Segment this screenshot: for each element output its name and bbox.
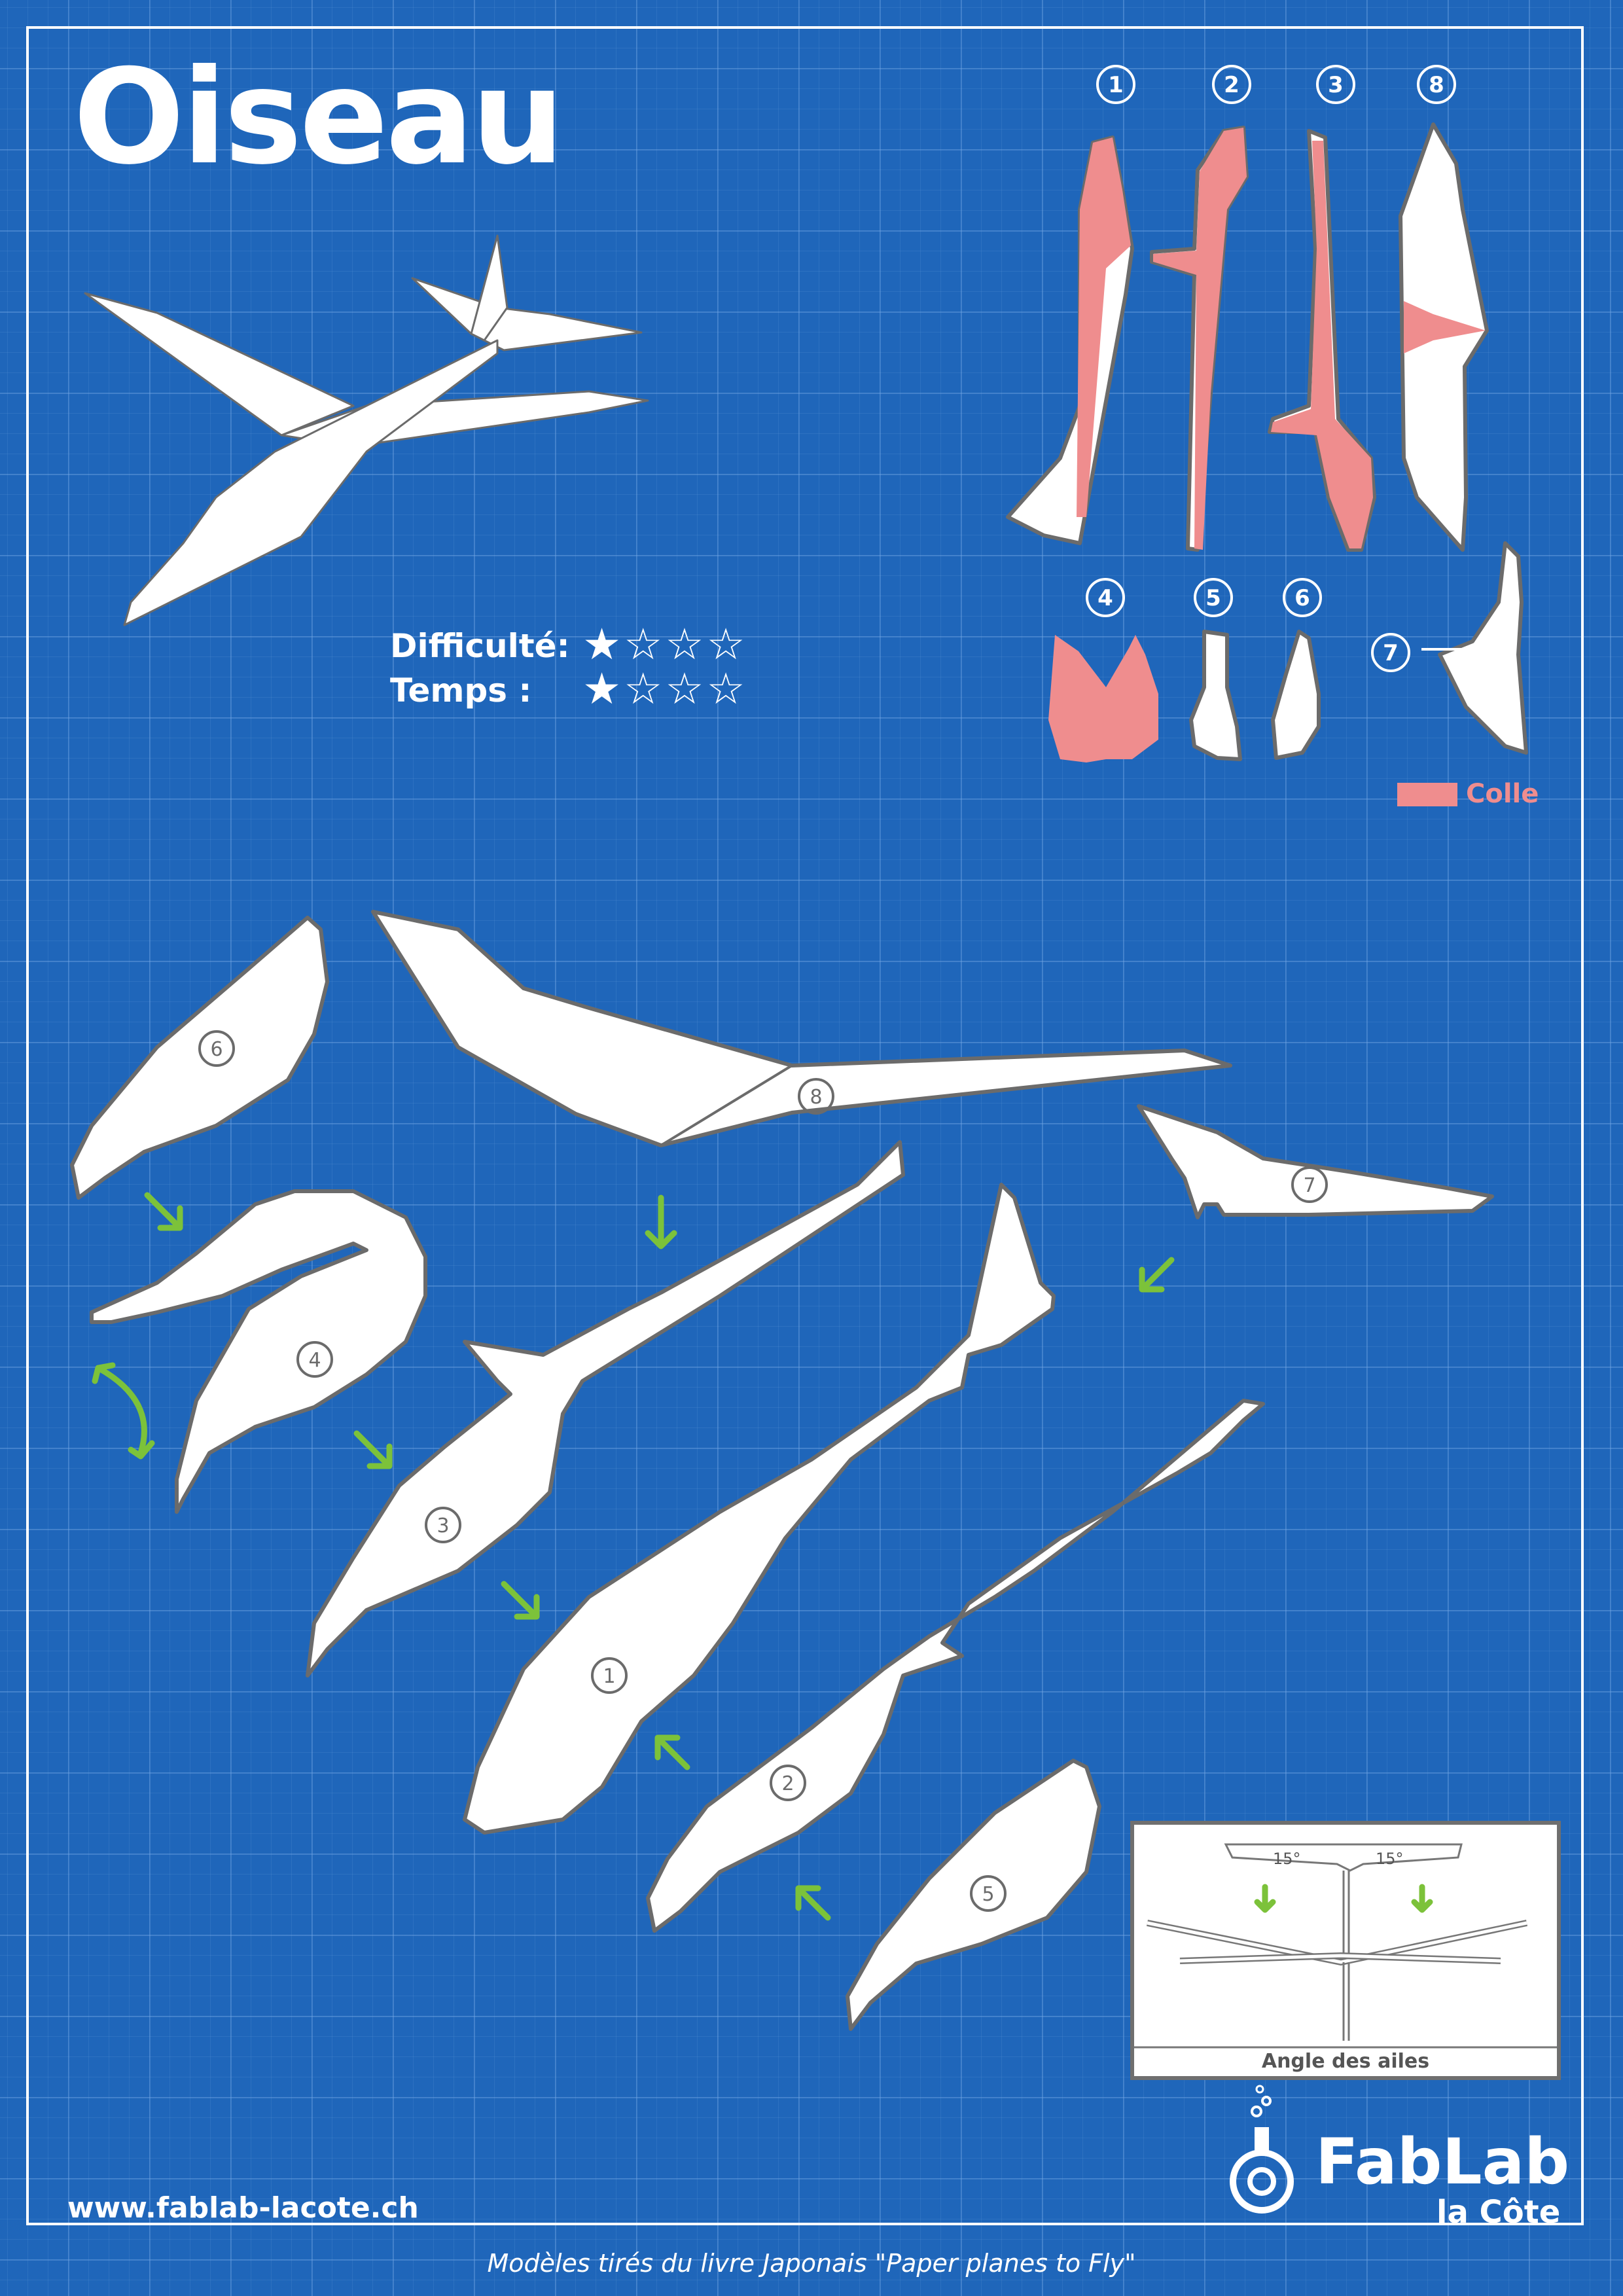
step7-piece xyxy=(1438,541,1528,755)
angle-arrow-left-icon xyxy=(1254,1884,1276,1913)
step-badge-circle xyxy=(1194,578,1233,617)
assembled-wing-left xyxy=(84,292,355,437)
assembly-arrows xyxy=(92,1192,1175,1921)
step-badge-circle xyxy=(1316,65,1355,104)
credit-note: Modèles tirés du livre Japonais "Paper p… xyxy=(487,2249,1136,2278)
fablab-logo-icon xyxy=(1230,2085,1294,2214)
part-5 xyxy=(846,1759,1101,2031)
time-label: Temps : xyxy=(390,672,532,709)
part-label-6: 6 xyxy=(210,1038,223,1061)
brand-name: FabLab xyxy=(1315,2125,1570,2198)
time-stars: ★☆☆☆ xyxy=(582,664,748,714)
assembled-fuselage xyxy=(123,339,499,626)
angle-left-value: 15° xyxy=(1273,1850,1301,1868)
step-badge-circle xyxy=(1371,633,1410,672)
step-badge-8: 8 xyxy=(1429,72,1444,98)
step-badge-3: 3 xyxy=(1328,72,1344,98)
step-badge-6: 6 xyxy=(1294,585,1310,611)
part-3 xyxy=(306,1140,905,1677)
step-badge-circle xyxy=(1086,578,1125,617)
page-title: Oiseau xyxy=(73,41,565,194)
part-label-8: 8 xyxy=(810,1086,822,1109)
arrow-4-to-3-icon xyxy=(353,1430,393,1469)
arrow-3-to-1-icon xyxy=(501,1581,540,1620)
part-label-5: 5 xyxy=(982,1883,994,1906)
wing-angle-diagram xyxy=(1130,1821,1561,2080)
step-badge-circle xyxy=(1283,578,1322,617)
part-label-2: 2 xyxy=(781,1772,794,1795)
step8-glue-area xyxy=(1404,301,1486,353)
part-label-1: 1 xyxy=(603,1665,615,1688)
step-badge-circle xyxy=(1096,65,1135,104)
part-8 xyxy=(371,910,1232,1147)
part-label-3: 3 xyxy=(437,1515,449,1537)
part-number-badges: 6 8 7 4 3 1 2 5 xyxy=(198,1030,1328,1912)
step3-glue-area xyxy=(1271,141,1373,548)
assembled-plane-illustration xyxy=(84,234,649,626)
step-badge-7: 7 xyxy=(1383,640,1399,666)
part-1 xyxy=(463,1183,1056,1835)
part-7 xyxy=(1137,1104,1494,1219)
step-badge-2: 2 xyxy=(1224,72,1240,98)
glue-legend-swatch xyxy=(1397,783,1457,806)
step-badge-4: 4 xyxy=(1097,585,1113,611)
brand-subtitle: la Côte xyxy=(1436,2194,1561,2231)
angle-right-value: 15° xyxy=(1376,1850,1404,1868)
step-badge-1: 1 xyxy=(1108,72,1124,98)
difficulty-stars: ★☆☆☆ xyxy=(582,619,748,670)
cutout-parts xyxy=(70,910,1494,2031)
assembled-fin xyxy=(470,234,508,342)
step6-piece xyxy=(1271,630,1321,760)
step2-glue-area xyxy=(1153,128,1247,550)
angle-caption: Angle des ailes xyxy=(1261,2050,1430,2073)
page-border xyxy=(26,26,1584,2225)
arrow-5-to-2-icon xyxy=(795,1885,831,1921)
step-badge-circle xyxy=(1417,65,1456,104)
step-badge-5: 5 xyxy=(1205,585,1221,611)
step-badge-circle xyxy=(1212,65,1251,104)
glue-legend-label: Colle xyxy=(1466,779,1539,809)
part-label-4: 4 xyxy=(308,1349,321,1372)
arrow-6-to-4-icon xyxy=(144,1192,183,1231)
arrow-flip-icon xyxy=(92,1362,155,1460)
part-6 xyxy=(70,916,329,1200)
assembled-tail-plane xyxy=(411,277,643,351)
arrow-8-down-icon xyxy=(645,1194,677,1249)
step4-glue-piece xyxy=(1048,635,1158,762)
difficulty-label: Difficulté: xyxy=(390,627,570,665)
arrow-2-to-1-icon xyxy=(654,1734,690,1770)
wing-angle-drawing xyxy=(1134,1843,1557,2049)
angle-arrow-right-icon xyxy=(1411,1884,1433,1913)
part-label-7: 7 xyxy=(1303,1174,1315,1197)
part-4 xyxy=(90,1189,427,1514)
part-2 xyxy=(646,1399,1265,1933)
step5-piece xyxy=(1189,630,1242,761)
website-link[interactable]: www.fablab-lacote.ch xyxy=(67,2191,419,2225)
step-number-badges: 1 2 3 8 4 5 6 7 xyxy=(1086,65,1456,672)
arrow-7-down-icon xyxy=(1139,1257,1175,1293)
step1-glue-area xyxy=(1077,137,1131,517)
step-parts xyxy=(1006,122,1528,762)
